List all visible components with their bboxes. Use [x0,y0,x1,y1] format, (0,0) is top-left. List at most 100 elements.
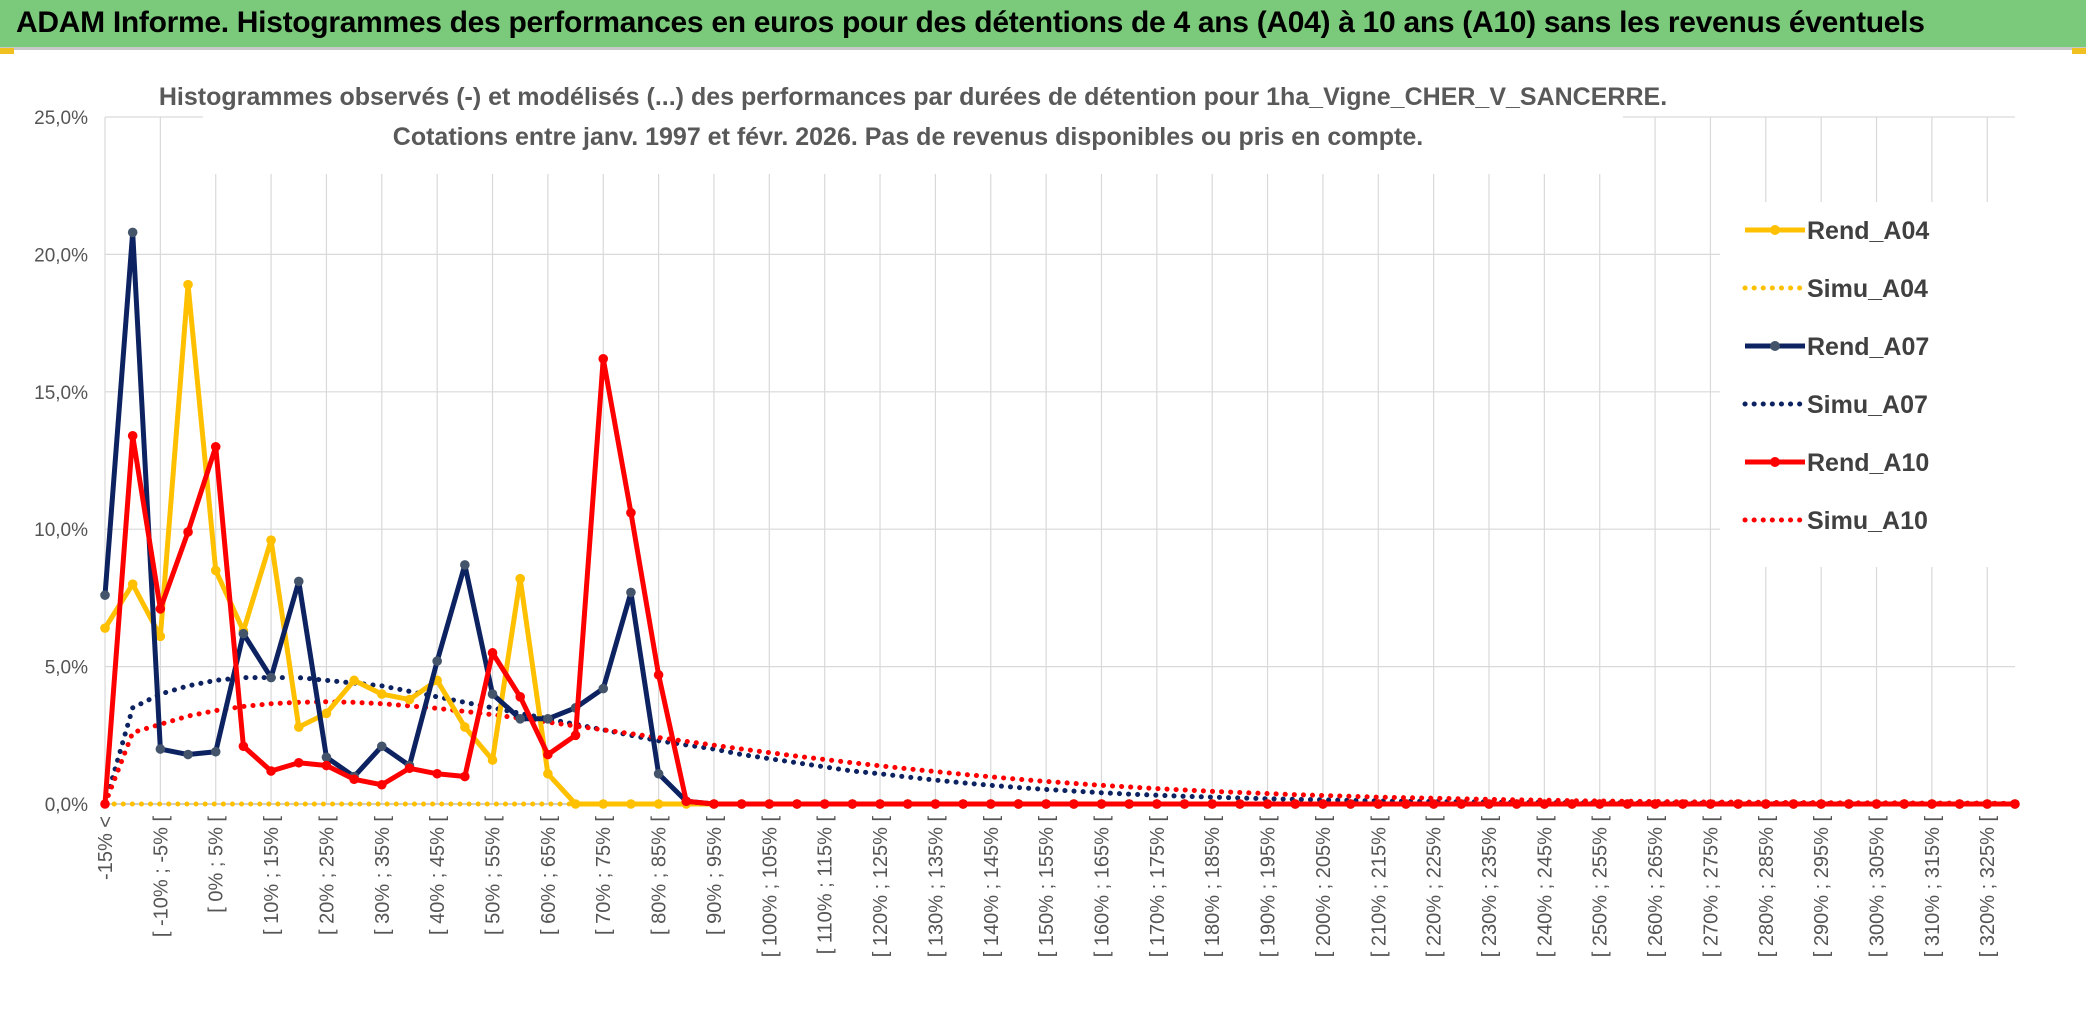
data-point [238,741,249,752]
data-point [238,628,249,639]
data-point [432,768,442,779]
y-tick-label: 15,0% [34,383,88,404]
x-tick-label: [ 0% ; 5% [ [206,816,228,913]
y-tick-label: 25,0% [34,108,88,129]
data-point [1982,799,1993,809]
x-tick-label: [ 290% ; 295% [ [1811,816,1833,958]
x-tick-label: [ 80% ; 85% [ [649,816,671,935]
x-tick-label: [ 140% ; 145% [ [981,816,1003,958]
data-point [1622,799,1633,809]
data-point [1456,799,1467,809]
data-point [349,675,359,686]
data-point [626,587,636,598]
legend-item-Simu_A07: Simu_A07 [1742,391,1928,419]
data-point [100,623,110,633]
legend-marker [1770,225,1780,235]
data-point [404,763,415,774]
x-tick-label: [ 320% ; 325% [ [1977,816,1999,958]
data-point [377,779,387,790]
data-point [210,746,221,757]
data-point [377,741,387,752]
legend-label: Simu_A10 [1807,507,1928,535]
data-point [293,722,304,732]
legend-marker [1770,457,1780,467]
data-point [570,799,581,809]
legend-item-Rend_A07: Rend_A07 [1745,333,1929,361]
y-tick-label: 5,0% [45,658,88,679]
data-point [1096,799,1107,809]
data-point [1235,799,1245,809]
data-point [487,648,498,658]
data-point [598,799,609,809]
data-point [266,535,276,545]
x-axis-ticks: -15% < [ -10% ; -5% [[ 0% ; 5% [[ 10% ; 1… [95,816,1999,958]
y-tick-label: 20,0% [34,245,88,266]
data-point [626,799,636,809]
data-point [653,768,664,779]
data-point [183,279,193,290]
data-point [460,560,470,570]
data-point [1124,799,1134,809]
data-point [1816,799,1826,809]
data-point [764,799,775,809]
y-tick-label: 10,0% [34,520,88,541]
data-point [210,441,221,452]
data-point [1428,799,1439,809]
data-point [1677,799,1688,809]
legend-label: Simu_A07 [1807,391,1928,419]
data-point [293,576,304,587]
report-header: ADAM Informe. Histogrammes des performan… [0,0,2086,50]
data-point [792,799,802,809]
legend-label: Rend_A07 [1807,333,1929,361]
series-Rend_A10 [100,354,2020,809]
data-point [1927,799,1937,809]
data-point [183,527,193,537]
data-point [1539,799,1550,809]
x-tick-label: [ 260% ; 265% [ [1645,816,1667,958]
data-point [377,689,387,699]
legend: Rend_A04 Simu_A04 Rend_A07 Simu_A07 Rend_A10… [1720,202,2020,567]
data-point [155,604,166,614]
legend-background [1720,202,2020,567]
data-point [1650,799,1660,809]
data-point [1899,799,1909,809]
data-point [985,799,996,809]
data-point [1013,799,1024,809]
data-point [515,692,525,702]
data-point [1069,799,1079,809]
x-tick-label: [ 70% ; 75% [ [593,816,615,935]
data-point [958,799,968,809]
data-point [819,799,830,809]
data-point [1345,799,1356,809]
x-tick-label: [ 210% ; 215% [ [1368,816,1390,958]
data-point [1871,799,1882,809]
chart-title: Histogrammes observés (-) et modélisés (… [159,83,1667,111]
data-point [460,771,470,782]
x-tick-label: [ 280% ; 285% [ [1756,816,1778,958]
x-tick-label: [ 310% ; 315% [ [1922,816,1944,958]
x-tick-label: [ 160% ; 165% [ [1091,816,1113,958]
data-point [127,579,138,589]
x-tick-label: [ 220% ; 225% [ [1424,816,1446,958]
data-point [1733,799,1743,809]
corner-accent-left [0,48,14,54]
data-point [487,755,498,765]
data-point [736,799,747,809]
data-point [653,799,664,809]
data-point [100,590,110,600]
x-tick-label: [ 50% ; 55% [ [483,816,505,935]
chart-subtitle: Cotations entre janv. 1997 et févr. 2026… [393,123,1423,151]
x-tick-label: [ 170% ; 175% [ [1147,816,1169,958]
x-tick-label: [ 130% ; 135% [ [925,816,947,958]
data-point [1511,799,1522,809]
data-point [653,670,664,680]
data-point [183,749,193,760]
data-point [598,354,609,364]
x-tick-label: [ 110% ; 115% [ [815,816,837,955]
data-point [321,760,332,771]
corner-accent-right [2072,48,2086,54]
data-point [902,799,913,809]
data-point [1207,799,1217,809]
data-point [1318,799,1328,809]
legend-item-Rend_A04: Rend_A04 [1745,217,1929,245]
